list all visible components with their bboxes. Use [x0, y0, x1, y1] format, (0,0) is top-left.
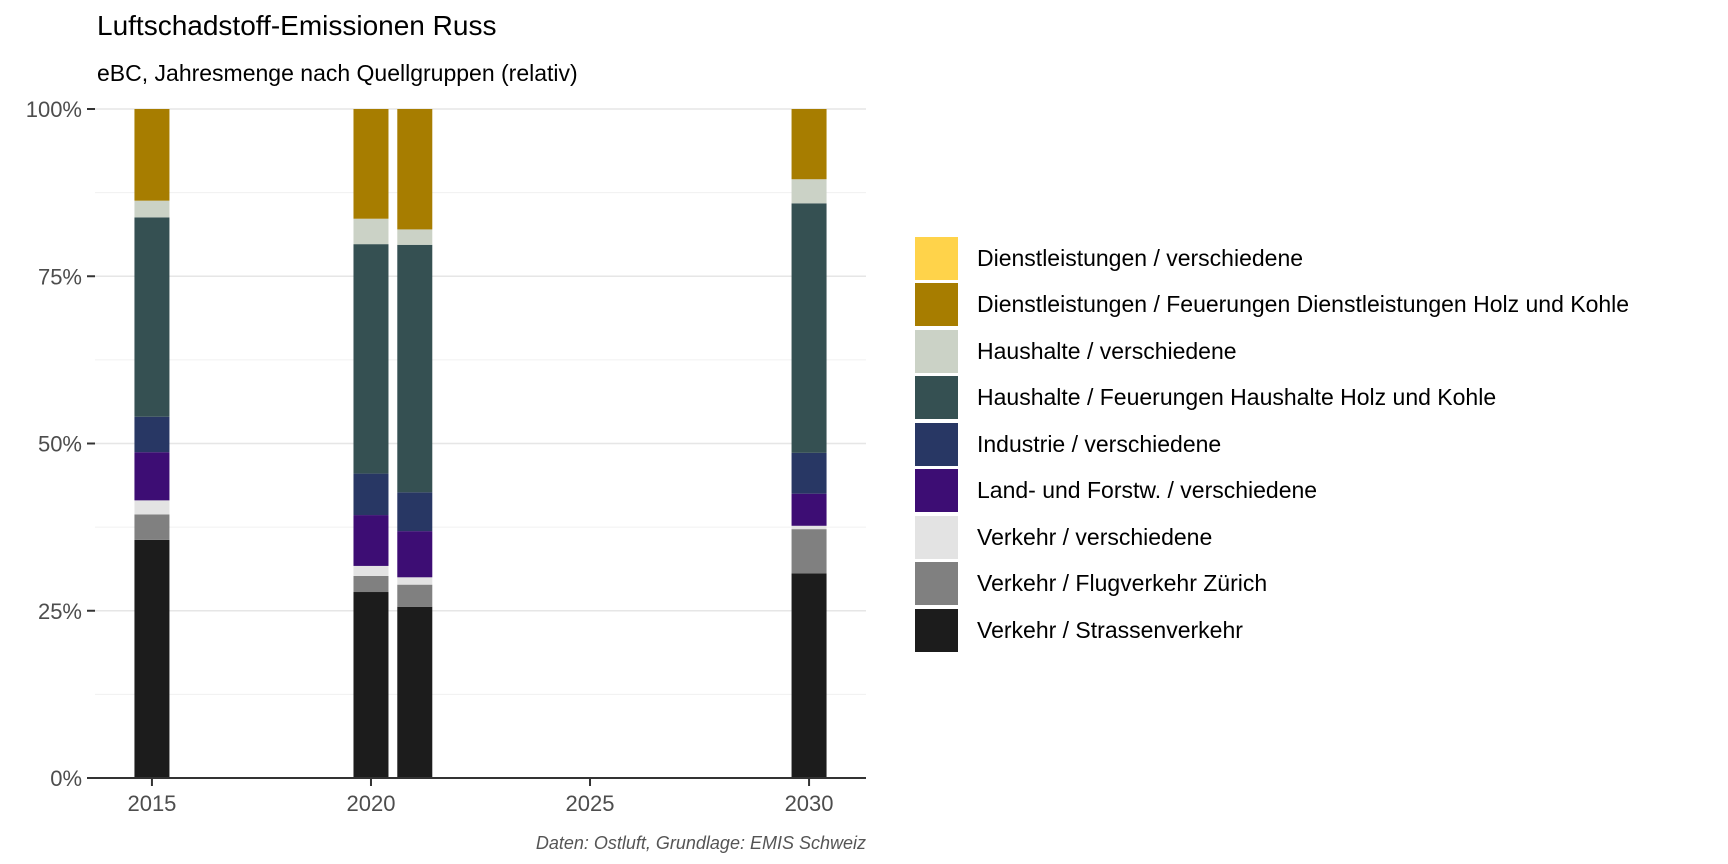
- legend-swatch: [915, 422, 958, 466]
- y-tick-label: 0%: [50, 766, 82, 791]
- bar-segment: [134, 514, 170, 540]
- bar-segment: [353, 565, 389, 576]
- chart-subtitle: eBC, Jahresmenge nach Quellgruppen (rela…: [97, 60, 578, 86]
- bars: [134, 109, 827, 778]
- legend-item: Land- und Forstw. / verschiedene: [915, 468, 1629, 515]
- legend-swatch: [915, 283, 958, 327]
- x-tick-label: 2025: [566, 791, 615, 816]
- bar-segment: [353, 109, 389, 219]
- bar-segment: [397, 492, 433, 532]
- bar-segment: [353, 218, 389, 245]
- bar-segment: [791, 109, 827, 180]
- legend-item: Verkehr / Flugverkehr Zürich: [915, 561, 1629, 608]
- legend-label: Industrie / verschiedene: [977, 430, 1222, 457]
- y-tick-label: 75%: [38, 264, 82, 289]
- bar-segment: [397, 584, 433, 607]
- bar-segment: [134, 109, 170, 201]
- legend-label: Dienstleistungen / verschiedene: [977, 244, 1304, 271]
- x-tick-label: 2015: [127, 791, 176, 816]
- y-tick-label: 25%: [38, 599, 82, 624]
- bar-segment: [397, 531, 433, 578]
- legend-label: Dienstleistungen / Feuerungen Dienstleis…: [977, 291, 1630, 318]
- legend-item: Dienstleistungen / Feuerungen Dienstleis…: [915, 282, 1629, 329]
- legend-item: Verkehr / verschiedene: [915, 514, 1629, 561]
- bar-segment: [353, 515, 389, 566]
- legend-item: Verkehr / Strassenverkehr: [915, 607, 1629, 654]
- legend-label: Verkehr / verschiedene: [977, 523, 1213, 550]
- bar-segment: [791, 203, 827, 453]
- legend-item: Industrie / verschiedene: [915, 421, 1629, 468]
- bar-segment: [134, 416, 170, 453]
- y-tick-label: 100%: [26, 97, 82, 122]
- chart-title: Luftschadstoff-Emissionen Russ: [97, 10, 497, 41]
- legend-swatch: [915, 236, 958, 280]
- bar-segment: [134, 452, 170, 501]
- legend-swatch: [915, 562, 958, 606]
- bar-segment: [134, 200, 170, 218]
- bar-segment: [791, 573, 827, 778]
- legend-item: Dienstleistungen / verschiedene: [915, 235, 1629, 282]
- bar-segment: [353, 575, 389, 593]
- legend-item: Haushalte / Feuerungen Haushalte Holz un…: [915, 375, 1629, 422]
- legend-label: Verkehr / Strassenverkehr: [977, 616, 1243, 643]
- bar-segment: [134, 539, 170, 778]
- bar-segment: [397, 229, 433, 245]
- bar-segment: [397, 109, 433, 230]
- legend-item: Haushalte / verschiedene: [915, 328, 1629, 375]
- legend-swatch: [915, 469, 958, 513]
- bar-segment: [791, 529, 827, 574]
- bar-segment: [397, 606, 433, 778]
- bar-segment: [397, 244, 433, 493]
- y-tick-label: 50%: [38, 432, 82, 457]
- legend-label: Land- und Forstw. / verschiedene: [977, 477, 1318, 504]
- legend-swatch: [915, 608, 958, 652]
- x-tick-label: 2030: [785, 791, 834, 816]
- bar-segment: [791, 179, 827, 204]
- axes: 0% 25% 50% 75% 100% 2015 2020 2025 2030: [26, 97, 866, 816]
- gridlines: [95, 108, 866, 695]
- bar-segment: [134, 500, 170, 515]
- legend-swatch: [915, 329, 958, 373]
- bar-segment: [134, 217, 170, 417]
- bar-segment: [791, 525, 827, 530]
- bar-segment: [353, 592, 389, 778]
- bar-segment: [397, 577, 433, 585]
- bar-segment: [353, 244, 389, 474]
- bar-segment: [791, 452, 827, 494]
- legend-swatch: [915, 376, 958, 420]
- legend-label: Verkehr / Flugverkehr Zürich: [977, 570, 1268, 597]
- legend: Dienstleistungen / verschiedene Dienstlei…: [915, 235, 1629, 654]
- legend-label: Haushalte / verschiedene: [977, 337, 1237, 364]
- legend-label: Haushalte / Feuerungen Haushalte Holz un…: [977, 384, 1497, 411]
- x-tick-label: 2020: [347, 791, 396, 816]
- chart-caption: Daten: Ostluft, Grundlage: EMIS Schweiz: [535, 833, 866, 853]
- legend-swatch: [915, 515, 958, 559]
- bar-segment: [353, 473, 389, 516]
- bar-segment: [791, 493, 827, 526]
